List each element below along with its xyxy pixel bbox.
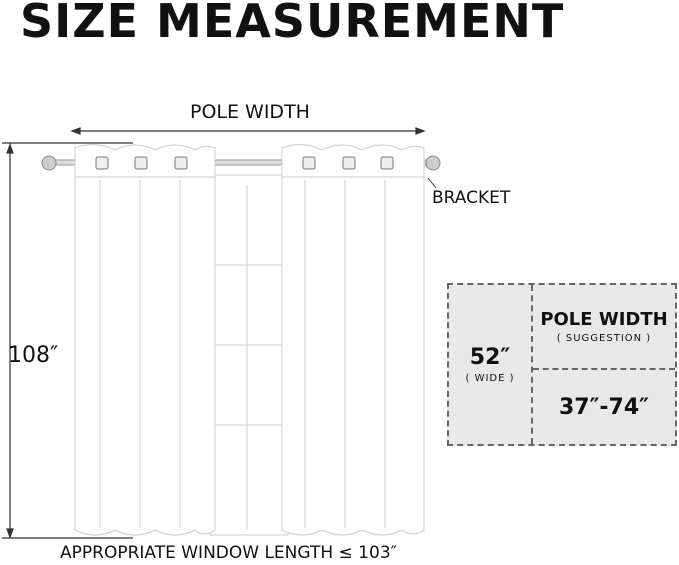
spec-table: 52″ ( WIDE ) POLE WIDTH ( SUGGESTION ) 3… bbox=[447, 283, 677, 446]
width-value: 52″ bbox=[469, 345, 511, 370]
height-label: 108″ bbox=[8, 343, 59, 368]
grommet-icons bbox=[95, 156, 394, 170]
pole-range-cell: 37″-74″ bbox=[533, 370, 675, 444]
curtain-rod bbox=[41, 155, 441, 189]
width-cell: 52″ ( WIDE ) bbox=[449, 285, 533, 444]
curtain-panel-right bbox=[281, 144, 425, 536]
pole-width-label: POLE WIDTH bbox=[190, 101, 310, 123]
pole-heading: POLE WIDTH bbox=[540, 309, 668, 330]
pole-heading-cell: POLE WIDTH ( SUGGESTION ) bbox=[533, 285, 675, 370]
rod-finial-left-icon bbox=[41, 155, 57, 171]
curtain-panel-left bbox=[74, 144, 216, 536]
window bbox=[209, 174, 289, 536]
width-note: ( WIDE ) bbox=[465, 373, 515, 384]
rod-finial-right-icon bbox=[425, 155, 441, 171]
pole-width-arrow bbox=[70, 127, 426, 135]
pole-note: ( SUGGESTION ) bbox=[556, 333, 652, 344]
height-arrow bbox=[2, 142, 133, 539]
page-title: SIZE MEASUREMENT bbox=[20, 0, 565, 48]
pole-range: 37″-74″ bbox=[558, 394, 650, 420]
bracket-label: BRACKET bbox=[432, 188, 511, 208]
window-length-label: APPROPRIATE WINDOW LENGTH ≤ 103″ bbox=[60, 543, 397, 563]
